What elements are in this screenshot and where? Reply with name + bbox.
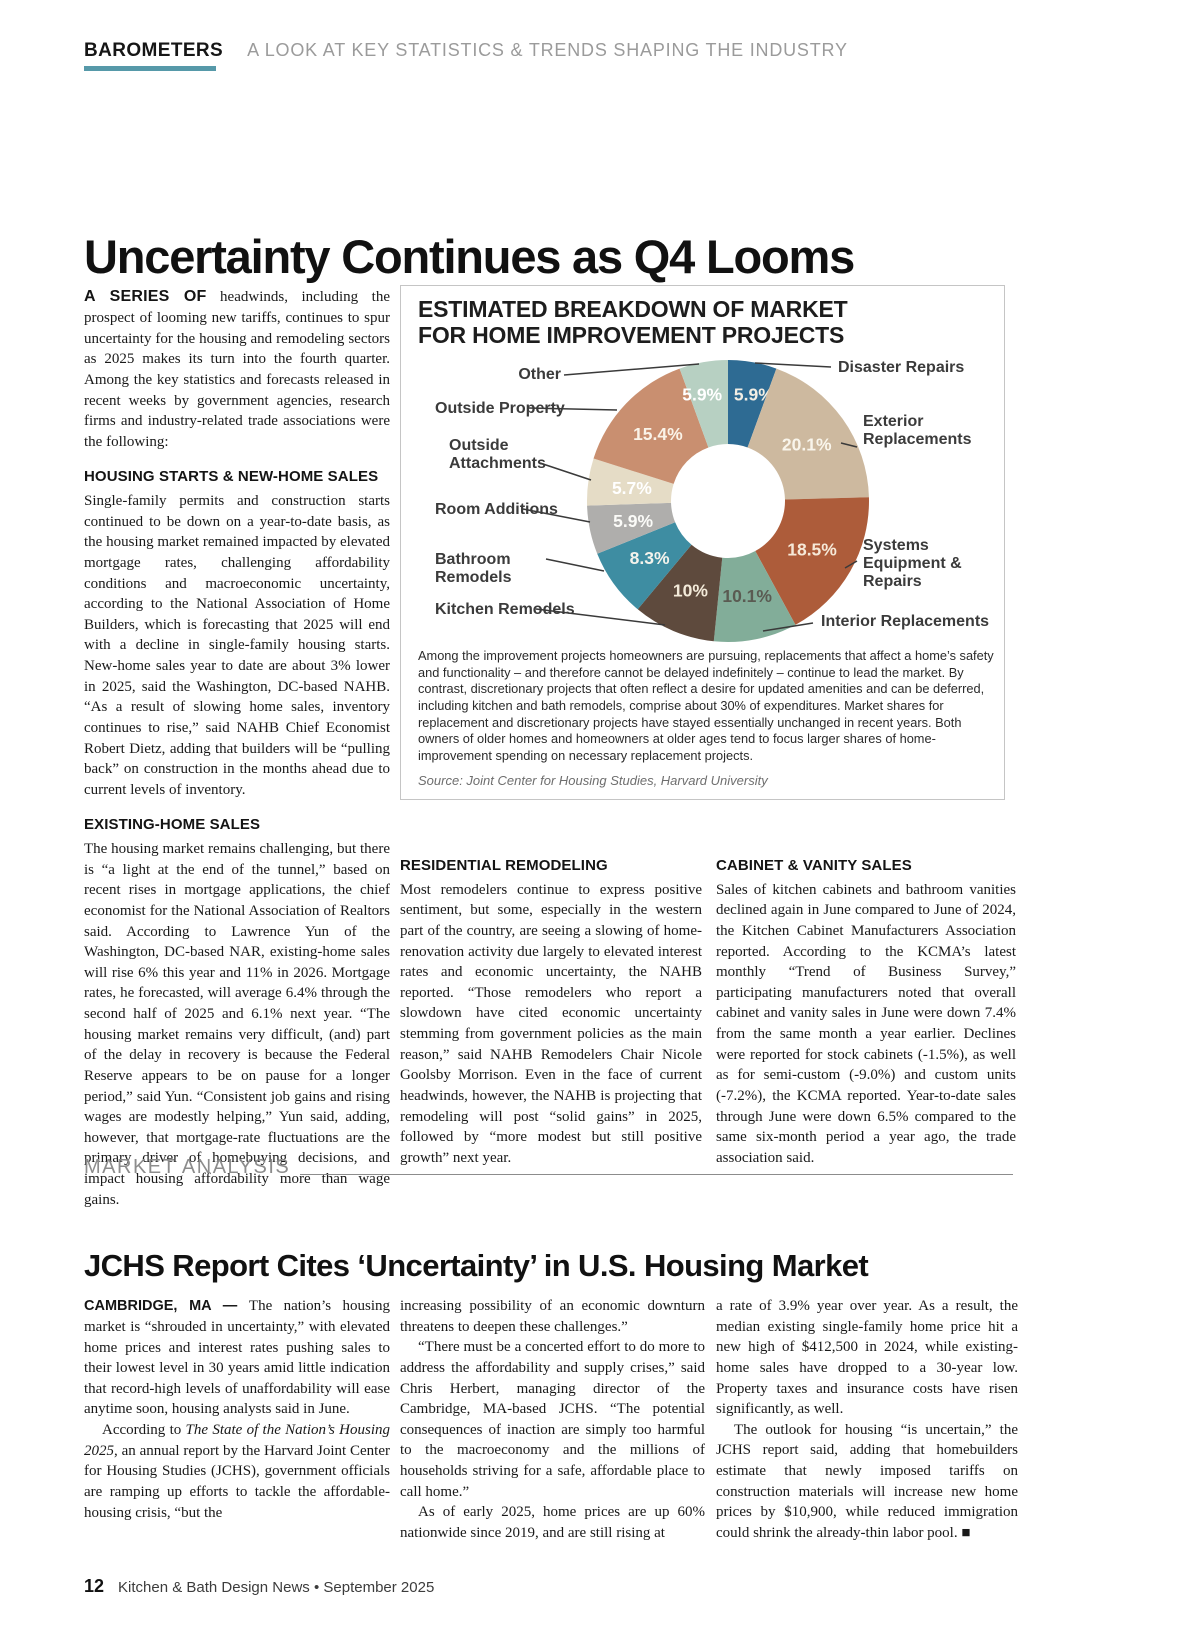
market-analysis-band: MARKET ANALYSIS — [84, 1156, 1013, 1179]
jchs-col1-p2: According to The State of the Nation’s H… — [84, 1420, 390, 1523]
page-header: BAROMETERS A LOOK AT KEY STATISTICS & TR… — [84, 40, 848, 62]
cabinet-vanity-column: CABINET & VANITY SALES Sales of kitchen … — [716, 856, 1016, 1168]
donut-value-label: 10.1% — [722, 586, 772, 606]
donut-segment-kitchen-remodels — [637, 544, 723, 642]
jchs-column-1: CAMBRIDGE, MA — The nation’s housing mar… — [84, 1296, 390, 1523]
chart-panel: ESTIMATED BREAKDOWN OF MARKET FOR HOME I… — [400, 285, 1005, 800]
pie-label-exterior-replacements: Exterior Replacements — [863, 413, 972, 448]
jchs-col1-p1-text: The nation’s housing market is “shrouded… — [84, 1298, 390, 1418]
donut-segment-systems-equipment-repairs — [755, 497, 869, 625]
section-body-residential-remodeling: Most remodelers continue to express posi… — [400, 881, 702, 1166]
donut-value-label: 5.7% — [612, 478, 652, 498]
donut-value-label: 15.4% — [633, 424, 683, 444]
jchs-column-3: a rate of 3.9% year over year. As a resu… — [716, 1296, 1018, 1544]
chart-caption: Among the improvement projects homeowner… — [418, 648, 994, 763]
jchs-col1-p2-pre: According to — [102, 1422, 186, 1439]
donut-value-label: 10% — [673, 580, 708, 600]
donut-segment-interior-replacements — [713, 551, 796, 642]
donut-value-label: 8.3% — [630, 548, 670, 568]
page-number: 12 — [84, 1576, 105, 1596]
jchs-headline: JCHS Report Cites ‘Uncertainty’ in U.S. … — [84, 1247, 869, 1283]
donut-segment-bathroom-remodels — [597, 522, 692, 610]
leader-line-outside-property — [527, 407, 618, 411]
donut-chart: 5.9% 20.1% 18.5% 10.1% 10%8.3% 5.9% 5.7% 15.4% 5… — [522, 360, 869, 642]
intro-paragraph: A SERIES OF headwinds, including the pro… — [84, 286, 390, 452]
chart-source: Source: Joint Center for Housing Studies… — [418, 773, 768, 788]
donut-value-label: 5.9% — [734, 385, 774, 405]
donut-segment-exterior-replacements — [747, 368, 869, 500]
leader-lines — [522, 362, 858, 632]
donut-segment-disaster-repairs — [728, 360, 777, 448]
market-analysis-kicker: MARKET ANALYSIS — [84, 1156, 291, 1178]
residential-remodeling-column: RESIDENTIAL REMODELING Most remodelers c… — [400, 856, 702, 1168]
leader-line-systems-equipment — [844, 560, 858, 569]
donut-value-label: 18.5% — [787, 539, 837, 559]
jchs-col3-p2: The outlook for housing “is uncertain,” … — [716, 1421, 1018, 1541]
leader-line-outside-attachments — [539, 462, 592, 481]
section-heading-cabinet-vanity: CABINET & VANITY SALES — [716, 857, 912, 874]
pie-label-bathroom-remodels: Bathroom Remodels — [435, 551, 512, 586]
donut-segment-room-additions — [587, 502, 676, 554]
report-title-italic: The State of the Nation’s Housing 2025 — [84, 1422, 391, 1459]
jchs-col1-p1: CAMBRIDGE, MA — The nation’s housing mar… — [84, 1296, 390, 1420]
kicker-accent-rule — [84, 66, 216, 71]
section-heading-existing-home: EXISTING-HOME SALES — [84, 816, 261, 834]
pie-label-systems-equipment: Systems Equipment & Repairs — [863, 537, 962, 590]
leader-line-exterior-replacements — [840, 442, 858, 448]
pie-label-outside-property: Outside Property — [435, 400, 565, 417]
jchs-col2-p2: “There must be a concerted effort to do … — [400, 1339, 705, 1500]
section-body-existing-home: The housing market remains challenging, … — [84, 841, 390, 1208]
chart-title: ESTIMATED BREAKDOWN OF MARKET FOR HOME I… — [418, 296, 848, 349]
market-analysis-rule — [300, 1174, 1013, 1175]
jchs-col3-p1: a rate of 3.9% year over year. As a resu… — [716, 1298, 1018, 1418]
pie-label-disaster-repairs: Disaster Repairs — [838, 359, 965, 376]
pie-label-room-additions: Room Additions — [435, 501, 558, 518]
intro-text: headwinds, including the prospect of loo… — [84, 289, 390, 450]
donut-segment-other — [679, 360, 728, 448]
donut-segment-outside-attachments — [587, 458, 674, 506]
section-heading-residential-remodeling: RESIDENTIAL REMODELING — [400, 857, 608, 874]
intro-lead-in: A SERIES OF — [84, 288, 207, 305]
jchs-col2-p3: As of early 2025, home prices are up 60%… — [400, 1504, 705, 1541]
leader-line-disaster-repairs — [754, 362, 832, 368]
pie-label-kitchen-remodels: Kitchen Remodels — [435, 601, 575, 618]
section-body-housing-starts: Single-family permits and construction s… — [84, 493, 390, 798]
chart-title-line1: ESTIMATED BREAKDOWN OF MARKET — [418, 296, 848, 322]
article-left-column: A SERIES OF headwinds, including the pro… — [84, 286, 390, 1210]
donut-segments: 5.9% 20.1% 18.5% 10.1% 10%8.3% 5.9% 5.7% 15.4% 5… — [587, 360, 869, 642]
publication-line: Kitchen & Bath Design News • September 2… — [118, 1579, 435, 1596]
leader-line-room-additions — [522, 508, 591, 523]
dateline: CAMBRIDGE, MA — — [84, 1298, 249, 1314]
article-headline: Uncertainty Continues as Q4 Looms — [84, 230, 855, 284]
leader-line-other — [563, 363, 700, 376]
page-footer: 12 Kitchen & Bath Design News • Septembe… — [84, 1576, 434, 1597]
section-kicker: BAROMETERS — [84, 40, 224, 61]
jchs-column-2: increasing possibility of an economic do… — [400, 1296, 705, 1544]
donut-value-label: 5.9% — [613, 511, 653, 531]
donut-value-label: 5.9% — [682, 385, 722, 405]
pie-label-outside-attachments: Outside Attachments — [449, 437, 546, 472]
chart-title-line2: FOR HOME IMPROVEMENT PROJECTS — [418, 322, 845, 349]
section-body-cabinet-vanity: Sales of kitchen cabinets and bathroom v… — [716, 881, 1016, 1166]
donut-segment-outside-property — [593, 368, 709, 484]
jchs-col2-p1: increasing possibility of an economic do… — [400, 1298, 705, 1335]
donut-value-label: 20.1% — [782, 434, 832, 454]
pie-label-interior-replacements: Interior Replacements — [821, 613, 990, 630]
leader-line-interior-replacements — [762, 622, 814, 632]
section-tagline: A LOOK AT KEY STATISTICS & TRENDS SHAPIN… — [247, 40, 848, 60]
leader-line-bathroom-remodels — [545, 558, 605, 572]
pie-label-other: Other — [518, 366, 561, 383]
jchs-col1-p2-post: , an annual report by the Harvard Joint … — [84, 1442, 390, 1521]
leader-line-kitchen-remodels — [535, 608, 666, 626]
section-heading-housing-starts: HOUSING STARTS & NEW-HOME SALES — [84, 468, 379, 486]
